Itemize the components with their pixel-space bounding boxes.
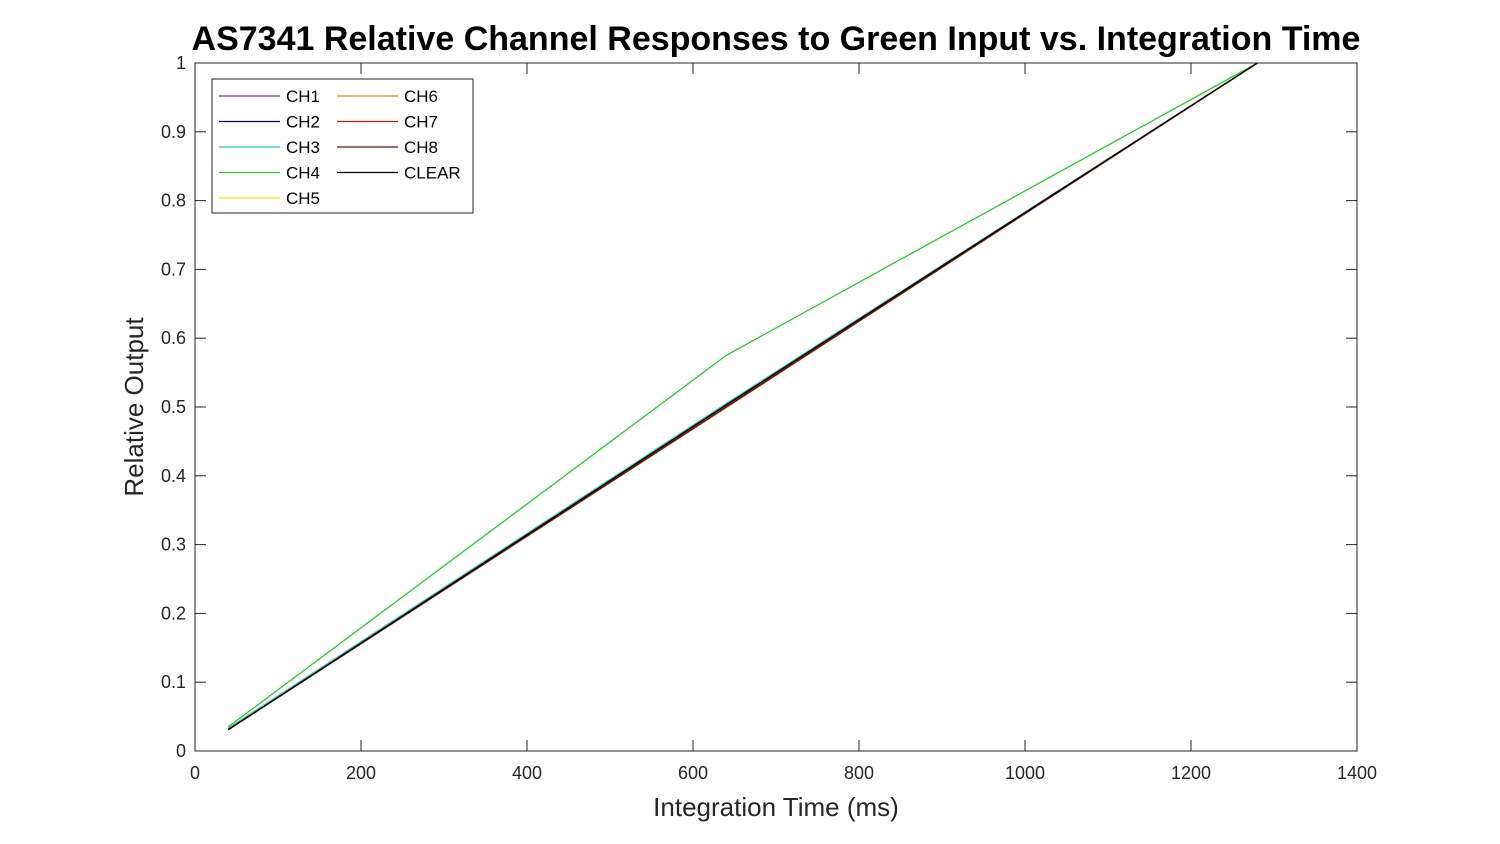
legend-label-ch1: CH1 (286, 87, 320, 106)
legend-label-ch3: CH3 (286, 138, 320, 157)
legend-label-ch8: CH8 (404, 138, 438, 157)
y-tick-label: 0.1 (161, 672, 186, 692)
x-tick-label: 200 (346, 763, 376, 783)
x-tick-label: 1200 (1171, 763, 1211, 783)
legend-label-ch7: CH7 (404, 113, 438, 132)
legend-label-ch6: CH6 (404, 87, 438, 106)
y-tick-label: 0.7 (161, 259, 186, 279)
legend-items: CH1 CH2 CH3 CH4 CH5 CH6 CH7 CH8 CLEAR (219, 87, 461, 208)
legend: CH1 CH2 CH3 CH4 CH5 CH6 CH7 CH8 CLEAR (211, 78, 474, 214)
x-axis-ticks: 0 200 400 600 800 1000 1200 1400 (190, 63, 1377, 783)
y-axis-label: Relative Output (119, 317, 149, 497)
y-tick-label: 0 (176, 741, 186, 761)
y-tick-label: 0.8 (161, 191, 186, 211)
y-tick-label: 0.4 (161, 466, 186, 486)
y-tick-label: 0.9 (161, 122, 186, 142)
x-tick-label: 600 (678, 763, 708, 783)
legend-label-clear: CLEAR (404, 164, 461, 183)
legend-box (211, 78, 474, 214)
x-tick-label: 400 (512, 763, 542, 783)
series-line-clear (227, 62, 1258, 731)
legend-label-ch4: CH4 (286, 164, 320, 183)
legend-label-ch2: CH2 (286, 113, 320, 132)
x-tick-label: 0 (190, 763, 200, 783)
legend-label-ch5: CH5 (286, 189, 320, 208)
x-axis-label: Integration Time (ms) (653, 792, 899, 822)
y-tick-label: 0.5 (161, 397, 186, 417)
series-line-ch4 (227, 62, 1258, 728)
x-tick-label: 1000 (1005, 763, 1045, 783)
x-tick-label: 800 (844, 763, 874, 783)
chart-title: AS7341 Relative Channel Responses to Gre… (192, 20, 1361, 58)
y-tick-label: 1 (176, 53, 186, 73)
y-axis-ticks: 0 0.1 0.2 0.3 0.4 0.5 0.6 0.7 0.8 0.9 1 (161, 53, 1357, 761)
y-tick-label: 0.2 (161, 603, 186, 623)
y-tick-label: 0.6 (161, 328, 186, 348)
y-tick-label: 0.3 (161, 535, 186, 555)
x-tick-label: 1400 (1337, 763, 1377, 783)
plot-lines (227, 62, 1258, 731)
